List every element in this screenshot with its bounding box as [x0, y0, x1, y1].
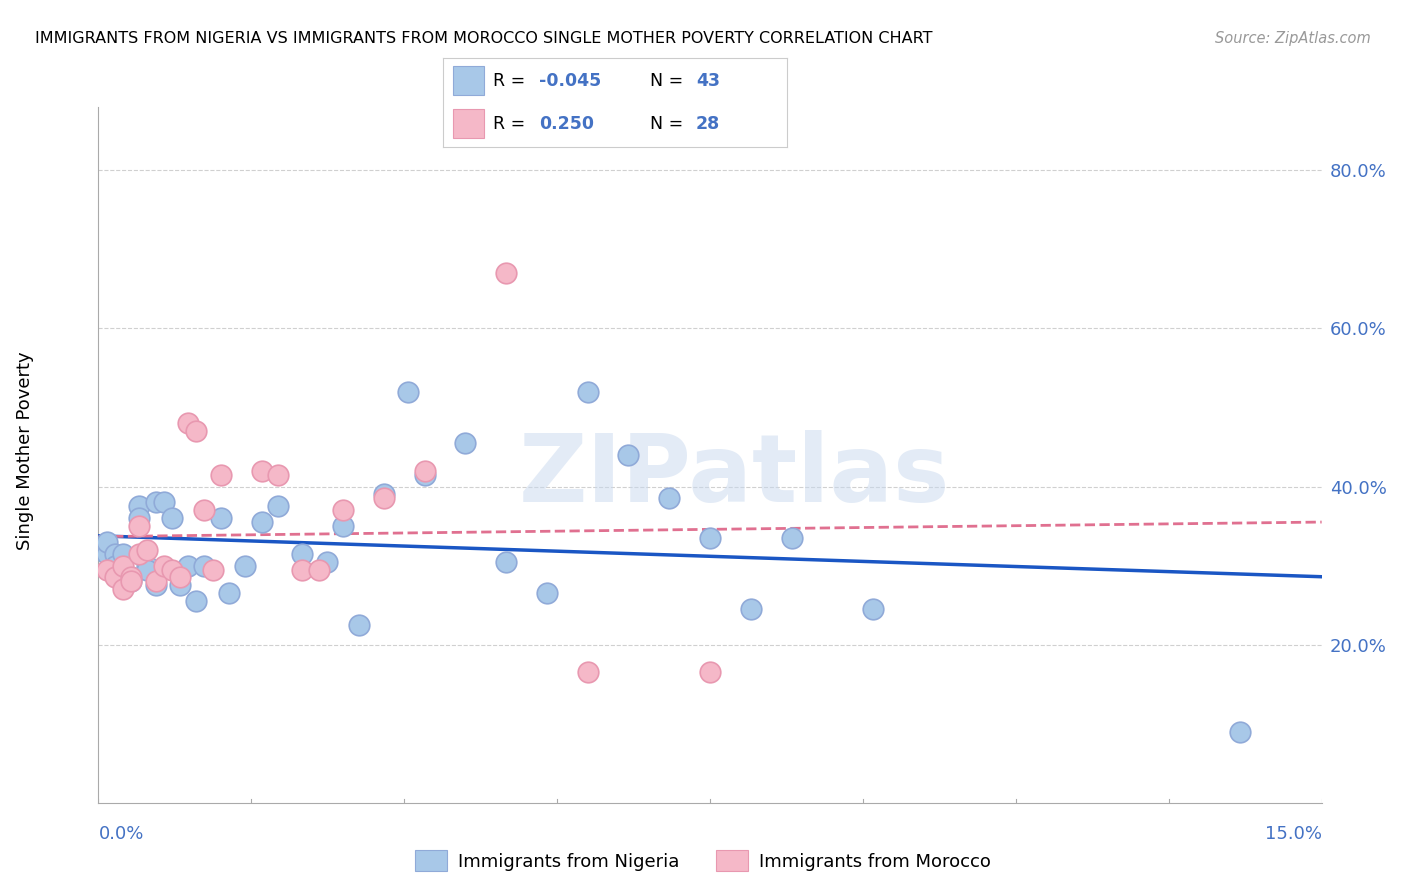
- Point: [186, 424, 208, 438]
- Point: [332, 503, 354, 517]
- Point: [267, 500, 290, 514]
- Point: [145, 495, 167, 509]
- Point: [111, 547, 134, 561]
- Point: [186, 594, 208, 608]
- Point: [1229, 724, 1251, 739]
- Point: [120, 574, 142, 589]
- Text: 43: 43: [696, 71, 720, 90]
- Point: [128, 500, 150, 514]
- Point: [128, 511, 150, 525]
- Point: [120, 574, 142, 589]
- Point: [201, 563, 224, 577]
- Point: [120, 570, 142, 584]
- Text: 28: 28: [696, 114, 720, 133]
- Point: [177, 558, 200, 573]
- Point: [96, 563, 118, 577]
- Point: [218, 586, 240, 600]
- Point: [169, 578, 191, 592]
- Point: [536, 586, 558, 600]
- Point: [658, 491, 681, 506]
- Point: [495, 555, 517, 569]
- Point: [349, 618, 371, 632]
- Point: [111, 558, 134, 573]
- Text: IMMIGRANTS FROM NIGERIA VS IMMIGRANTS FROM MOROCCO SINGLE MOTHER POVERTY CORRELA: IMMIGRANTS FROM NIGERIA VS IMMIGRANTS FR…: [35, 31, 932, 46]
- Point: [136, 558, 159, 573]
- Point: [193, 503, 215, 517]
- Text: 0.0%: 0.0%: [98, 825, 143, 843]
- Text: Single Mother Poverty: Single Mother Poverty: [17, 351, 34, 549]
- Point: [250, 515, 273, 529]
- Point: [136, 542, 159, 557]
- Legend: Immigrants from Nigeria, Immigrants from Morocco: Immigrants from Nigeria, Immigrants from…: [408, 843, 998, 879]
- Point: [740, 602, 762, 616]
- Text: N =: N =: [650, 71, 689, 90]
- Point: [413, 467, 436, 482]
- Point: [96, 547, 118, 561]
- Point: [160, 511, 183, 525]
- Text: R =: R =: [494, 114, 536, 133]
- Point: [96, 534, 118, 549]
- Text: Source: ZipAtlas.com: Source: ZipAtlas.com: [1215, 31, 1371, 46]
- FancyBboxPatch shape: [453, 109, 484, 138]
- Point: [104, 547, 127, 561]
- Point: [373, 487, 395, 501]
- Point: [373, 491, 395, 506]
- Point: [111, 582, 134, 597]
- Point: [152, 495, 174, 509]
- Point: [104, 558, 127, 573]
- Point: [699, 665, 721, 680]
- Point: [267, 467, 290, 482]
- Point: [617, 448, 640, 462]
- Point: [576, 384, 599, 399]
- Text: N =: N =: [650, 114, 689, 133]
- Point: [250, 464, 273, 478]
- Point: [209, 511, 232, 525]
- Text: ZIPatlas: ZIPatlas: [519, 430, 950, 522]
- Point: [233, 558, 256, 573]
- Point: [862, 602, 884, 616]
- Point: [780, 531, 803, 545]
- Point: [169, 570, 191, 584]
- Point: [128, 547, 150, 561]
- Text: 0.250: 0.250: [540, 114, 595, 133]
- Point: [454, 436, 477, 450]
- Text: 15.0%: 15.0%: [1264, 825, 1322, 843]
- Point: [699, 531, 721, 545]
- Point: [209, 467, 232, 482]
- Point: [308, 563, 330, 577]
- Point: [193, 558, 215, 573]
- Point: [413, 464, 436, 478]
- Point: [111, 563, 134, 577]
- Point: [136, 563, 159, 577]
- Point: [396, 384, 419, 399]
- Text: R =: R =: [494, 71, 530, 90]
- Point: [177, 417, 200, 431]
- Point: [576, 665, 599, 680]
- Point: [291, 563, 314, 577]
- Point: [104, 570, 127, 584]
- Point: [128, 519, 150, 533]
- Point: [315, 555, 337, 569]
- Point: [495, 266, 517, 280]
- FancyBboxPatch shape: [453, 66, 484, 95]
- Point: [145, 574, 167, 589]
- Point: [160, 563, 183, 577]
- Text: -0.045: -0.045: [540, 71, 602, 90]
- Point: [152, 558, 174, 573]
- Point: [291, 547, 314, 561]
- Point: [120, 570, 142, 584]
- Point: [332, 519, 354, 533]
- Point: [145, 578, 167, 592]
